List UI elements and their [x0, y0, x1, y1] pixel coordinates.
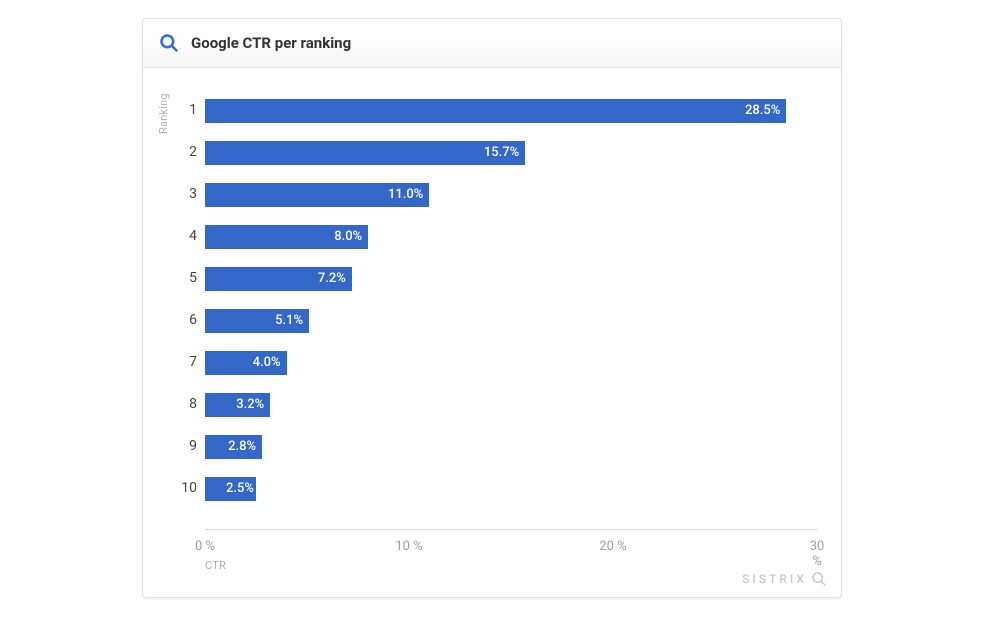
- card-title: Google CTR per ranking: [191, 34, 351, 52]
- bar-value-label: 2.8%: [212, 439, 256, 454]
- bar-value-label: 15.7%: [475, 145, 519, 160]
- x-tick-label: 30 %: [810, 539, 825, 569]
- y-axis-title: Ranking: [157, 93, 170, 134]
- y-tick-label: 5: [171, 270, 197, 286]
- bar-value-label: 3.2%: [220, 397, 264, 412]
- bar-value-label: 2.5%: [210, 481, 254, 496]
- x-axis-line: [205, 529, 817, 530]
- chart-card: Google CTR per ranking Ranking 128.5%215…: [142, 18, 842, 598]
- x-tick-label: 20 %: [599, 539, 626, 554]
- y-tick-label: 6: [171, 312, 197, 328]
- y-tick-label: 8: [171, 396, 197, 412]
- bar-value-label: 28.5%: [736, 103, 780, 118]
- y-tick-label: 7: [171, 354, 197, 370]
- brand-label: SISTRIX: [742, 571, 827, 587]
- x-axis-title: CTR: [205, 559, 226, 572]
- bar-value-label: 4.0%: [237, 355, 281, 370]
- search-icon: [159, 33, 179, 53]
- brand-search-icon: [811, 571, 827, 587]
- y-tick-label: 4: [171, 228, 197, 244]
- y-tick-label: 9: [171, 438, 197, 454]
- plot-region: 128.5%215.7%311.0%48.0%57.2%65.1%74.0%83…: [205, 79, 817, 519]
- x-tick-label: 0 %: [195, 539, 215, 554]
- bar: [205, 99, 786, 123]
- y-tick-label: 3: [171, 186, 197, 202]
- chart-area: Ranking 128.5%215.7%311.0%48.0%57.2%65.1…: [143, 67, 841, 597]
- bar-value-label: 8.0%: [318, 229, 362, 244]
- bar-value-label: 7.2%: [302, 271, 346, 286]
- y-tick-label: 2: [171, 144, 197, 160]
- bar-value-label: 5.1%: [259, 313, 303, 328]
- y-tick-label: 1: [171, 102, 197, 118]
- card-header: Google CTR per ranking: [143, 19, 841, 68]
- brand-text: SISTRIX: [742, 572, 807, 586]
- bar-value-label: 11.0%: [379, 187, 423, 202]
- x-tick-label: 10 %: [395, 539, 422, 554]
- y-tick-label: 10: [171, 480, 197, 496]
